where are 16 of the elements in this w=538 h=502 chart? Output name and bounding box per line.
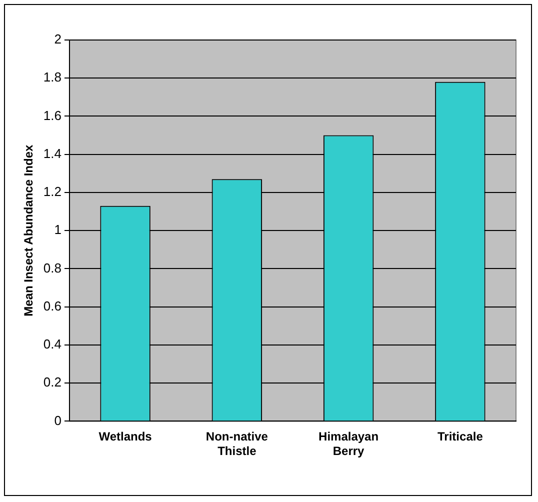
y-tick-label: 0.4 [43, 336, 62, 352]
y-tick-label: 0.8 [43, 260, 62, 276]
y-axis-title: Mean Insect Abundance Index [22, 144, 36, 316]
y-tick-label: 0.6 [43, 298, 62, 314]
x-tick-label: Himalayan Berry [318, 430, 379, 458]
y-tick-label: 1 [54, 222, 62, 238]
y-tick-label: 2 [54, 32, 62, 47]
x-tick-label: Wetlands [98, 430, 152, 444]
y-tick-label: 0.2 [43, 374, 62, 390]
y-tick-label: 1.2 [43, 184, 62, 200]
y-tick-label: 1.4 [43, 146, 62, 161]
y-tick-label: 1.8 [43, 70, 62, 85]
y-tick-label: 0 [54, 412, 62, 428]
x-tick-label: Triticale [438, 430, 484, 444]
y-tick-label: 1.6 [43, 108, 62, 123]
x-tick-label: Non-native Thistle [206, 430, 268, 458]
